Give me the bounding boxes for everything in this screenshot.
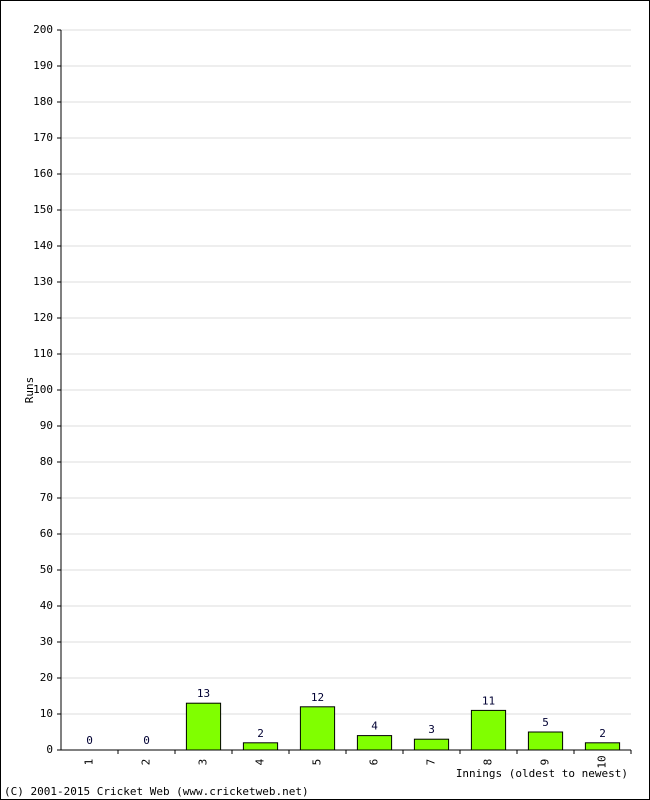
y-tick-label: 60 <box>40 527 53 540</box>
y-tick-label: 190 <box>33 59 53 72</box>
bar <box>185 702 222 751</box>
x-tick-label: 3 <box>197 759 210 766</box>
y-tick-label: 130 <box>33 275 53 288</box>
value-label: 2 <box>599 727 606 740</box>
value-label: 4 <box>371 720 378 733</box>
y-axis-label: Runs <box>23 377 36 404</box>
x-tick-label: 2 <box>140 759 153 766</box>
y-tick-label: 150 <box>33 203 53 216</box>
x-tick-label: 5 <box>311 759 324 766</box>
y-tick-label: 20 <box>40 671 53 684</box>
y-tick-label: 90 <box>40 419 53 432</box>
value-label: 0 <box>143 734 150 747</box>
bar <box>242 742 279 751</box>
y-tick-label: 170 <box>33 131 53 144</box>
y-tick-label: 100 <box>33 383 53 396</box>
bar <box>470 709 507 751</box>
bar <box>584 742 621 751</box>
y-tick-label: 70 <box>40 491 53 504</box>
value-label: 3 <box>428 723 435 736</box>
x-tick-label: 6 <box>368 759 381 766</box>
value-label: 0 <box>86 734 93 747</box>
x-tick-label: 4 <box>254 758 267 765</box>
y-tick-label: 30 <box>40 635 53 648</box>
x-axis-label: Innings (oldest to newest) <box>456 767 628 780</box>
value-label: 13 <box>197 687 210 700</box>
y-tick-label: 40 <box>40 599 53 612</box>
bar <box>413 738 450 751</box>
y-tick-label: 0 <box>46 743 53 756</box>
bar <box>356 735 393 751</box>
y-tick-label: 200 <box>33 23 53 36</box>
x-tick-label: 9 <box>539 759 552 766</box>
x-tick-label: 7 <box>425 759 438 766</box>
value-label: 12 <box>311 691 324 704</box>
value-label: 2 <box>257 727 264 740</box>
y-tick-label: 80 <box>40 455 53 468</box>
y-tick-label: 50 <box>40 563 53 576</box>
y-tick-label: 110 <box>33 347 53 360</box>
x-tick-label: 10 <box>596 755 609 768</box>
x-tick-label: 8 <box>482 759 495 766</box>
x-tick-label: 1 <box>83 759 96 766</box>
value-label: 5 <box>542 716 549 729</box>
y-tick-label: 10 <box>40 707 53 720</box>
value-label: 11 <box>482 694 495 707</box>
y-tick-label: 180 <box>33 95 53 108</box>
bar <box>299 706 336 751</box>
y-tick-label: 120 <box>33 311 53 324</box>
y-tick-label: 140 <box>33 239 53 252</box>
y-tick-label: 160 <box>33 167 53 180</box>
bar <box>527 731 564 751</box>
credit: (C) 2001-2015 Cricket Web (www.cricketwe… <box>4 785 309 798</box>
